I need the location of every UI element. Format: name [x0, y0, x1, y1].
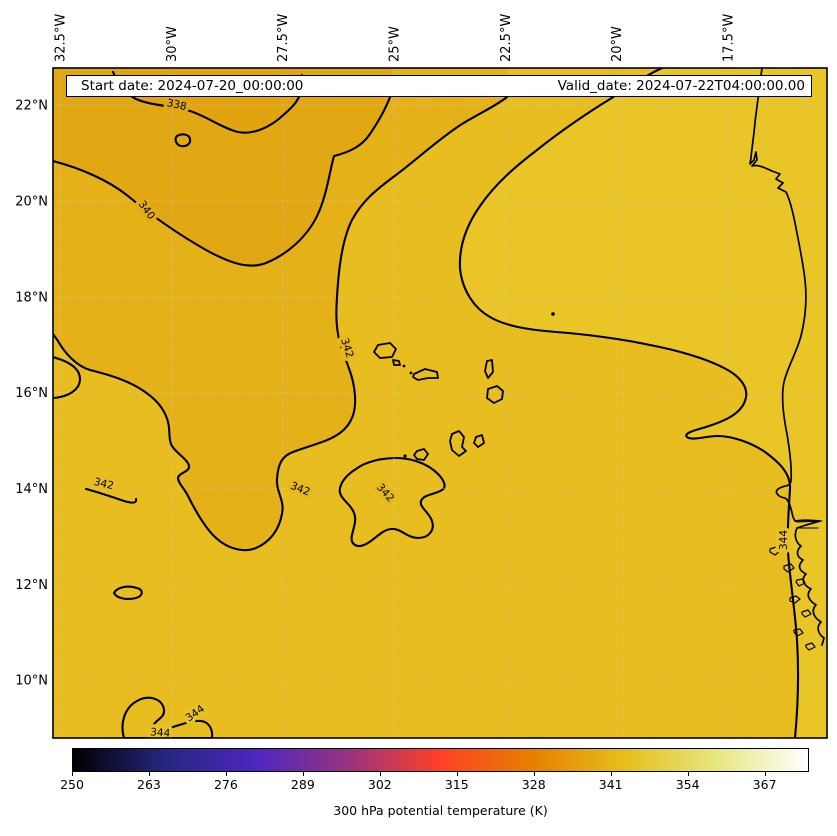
contour-342-short-segment	[84, 487, 138, 504]
left-axis-tick-label: 14°N	[15, 482, 48, 497]
top-axis-tick-label: 20°W	[610, 26, 625, 62]
contour-338-closed	[174, 133, 192, 148]
top-axis-tick-label: 25°W	[387, 26, 402, 62]
band-gt344-fill	[459, 68, 827, 738]
contour-344	[458, 68, 800, 738]
colorbar-tick-label: 315	[444, 777, 469, 792]
contour-342-west-finger	[53, 355, 82, 400]
start-date-text: Start date: 2024-07-20_00:00:00	[81, 78, 304, 94]
left-axis-tick-label: 22°N	[15, 99, 48, 114]
colorbar-tickmark	[72, 772, 73, 776]
left-axis-tick-label: 12°N	[15, 578, 48, 593]
africa-coastline	[749, 68, 825, 646]
contour-value-label: 344	[150, 726, 171, 739]
colorbar-tick-label: 289	[290, 777, 315, 792]
left-axis-tick-label: 20°N	[15, 194, 48, 209]
contour-342	[53, 95, 509, 552]
colorbar-tickmark	[379, 772, 381, 776]
map-border	[52, 67, 828, 739]
left-axis-tick-label: 18°N	[15, 290, 48, 305]
colorbar-tick-label: 302	[367, 777, 392, 792]
contour-dot	[551, 312, 555, 316]
contour-340	[53, 95, 392, 267]
colorbar-tick-label: 354	[675, 777, 700, 792]
colorbar-tickmark	[148, 772, 150, 776]
colorbar-tick-label: 250	[60, 777, 84, 792]
colorbar-gradient	[72, 748, 809, 772]
cape-verde-islands	[373, 342, 504, 461]
contour-342-closed-cell	[338, 456, 446, 548]
contour-344-south-blob	[121, 696, 214, 738]
graticule	[53, 68, 827, 738]
colorbar-tickmark	[302, 772, 304, 776]
top-axis-tick-label: 32.5°W	[54, 14, 69, 62]
axis-ticks: 32.5°W 30°W 27.5°W 25°W 22.5°W 20°W 17.5°W 22°N…	[15, 14, 736, 689]
left-axis-tick-label: 10°N	[15, 674, 48, 689]
contour-value-label: 344	[778, 530, 790, 550]
annotation-bar: Start date: 2024-07-20_00:00:00 Valid_da…	[66, 75, 812, 97]
colorbar-tickmark	[225, 772, 227, 776]
top-axis-tick-label: 22.5°W	[499, 14, 514, 62]
gambia-river-lines	[796, 520, 823, 529]
contour-342-small-blob	[112, 585, 143, 600]
contour-338	[111, 70, 304, 134]
band-lt340-fill	[53, 68, 392, 266]
colorbar-tick-label: 263	[137, 777, 161, 792]
top-axis-tick-label: 27.5°W	[276, 14, 291, 62]
colorbar-tick-label: 367	[752, 777, 777, 792]
colorbar-tickmark	[456, 772, 458, 776]
bijagos-islets	[769, 546, 816, 651]
colorbar-tick-label: 276	[213, 777, 238, 792]
top-axis-tick-label: 30°W	[165, 26, 180, 62]
top-axis-tick-label: 17.5°W	[721, 14, 736, 62]
colorbar-tickmark	[533, 772, 535, 776]
colorbar-tick-label: 341	[598, 777, 623, 792]
colorbar-tickmark	[764, 772, 766, 776]
colorbar-tickmark	[687, 772, 689, 776]
colorbar-tickmark	[610, 772, 612, 776]
left-axis-tick-label: 16°N	[15, 386, 48, 401]
colorbar-label: 300 hPa potential temperature (K)	[333, 803, 548, 818]
colorbar-tick-label: 328	[521, 777, 546, 792]
valid-date-text: Valid_date: 2024-07-22T04:00:00.00	[557, 78, 805, 94]
